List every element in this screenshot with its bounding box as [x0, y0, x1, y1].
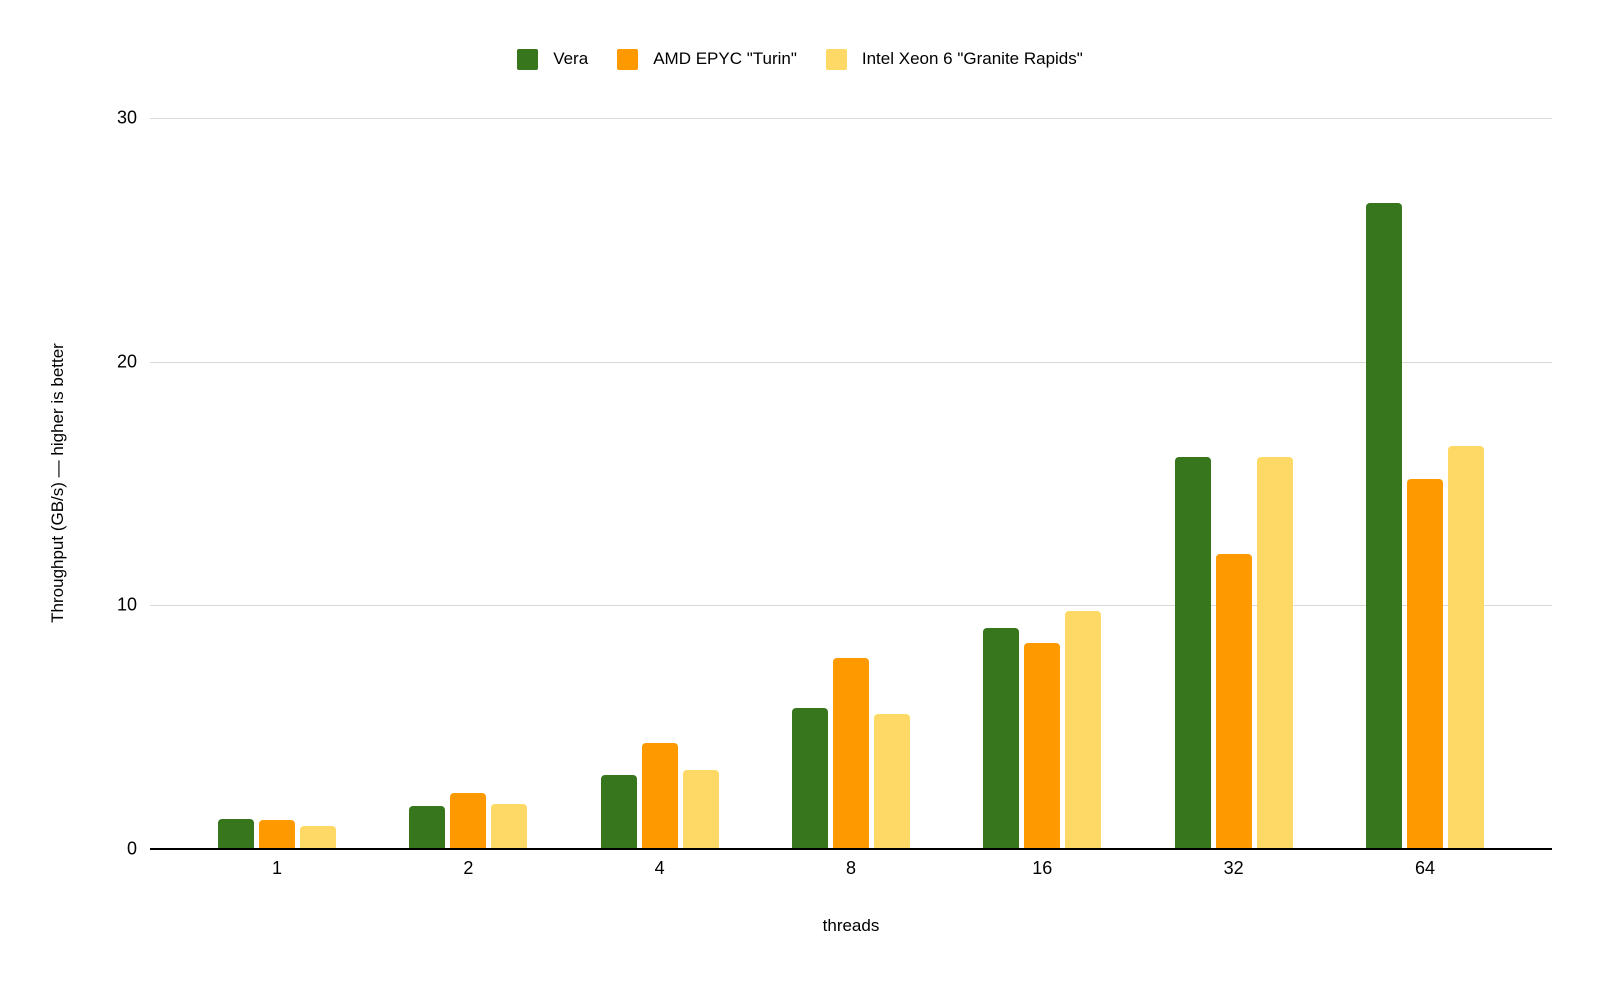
- bar-group: 4: [600, 118, 719, 878]
- legend-item: Vera: [517, 48, 588, 70]
- x-tick-label: 4: [654, 858, 665, 878]
- bar: [1406, 478, 1443, 849]
- x-tick-label: 64: [1414, 858, 1435, 878]
- x-tick-label: 8: [845, 858, 856, 878]
- bar: [1024, 643, 1061, 849]
- bar: [873, 713, 910, 849]
- gridline: [150, 605, 1552, 607]
- bar-groups: 1 2 4 8 16 32 64: [150, 118, 1552, 878]
- bar-group: 16: [983, 118, 1102, 878]
- bar: [409, 806, 446, 849]
- y-axis-title: Throughput (GB/s) — higher is better: [48, 343, 67, 623]
- legend-swatch: [617, 48, 639, 70]
- bar: [682, 769, 719, 849]
- bar-group: 2: [409, 118, 528, 878]
- x-tick-label: 16: [1032, 858, 1053, 878]
- legend-swatch: [825, 48, 847, 70]
- x-axis-title: threads: [822, 916, 880, 935]
- bar: [491, 803, 528, 849]
- legend-item: AMD EPYC "Turin": [617, 48, 797, 70]
- bar: [1174, 456, 1211, 849]
- bar: [1447, 445, 1484, 849]
- bar-group: 32: [1174, 118, 1293, 878]
- legend: Vera AMD EPYC "Turin" Intel Xeon 6 "Granit…: [0, 48, 1600, 70]
- y-tick-label: 10: [116, 594, 137, 615]
- gridline: [150, 361, 1552, 363]
- bar: [832, 657, 869, 849]
- legend-label: Vera: [553, 49, 589, 68]
- legend-swatch: [517, 48, 539, 70]
- bar: [1065, 611, 1102, 849]
- y-tick-label: 20: [116, 351, 137, 372]
- bar: [1365, 203, 1402, 849]
- bar: [983, 628, 1020, 849]
- bar: [300, 825, 336, 849]
- bar: [600, 774, 637, 849]
- bar: [791, 707, 828, 849]
- bar: [641, 743, 678, 849]
- bar-group: 1: [218, 118, 336, 878]
- x-tick-label: 1: [271, 858, 282, 878]
- legend-item: Intel Xeon 6 "Granite Rapids": [825, 48, 1083, 70]
- x-axis-line: [150, 848, 1552, 850]
- legend-label: Intel Xeon 6 "Granite Rapids": [861, 49, 1083, 68]
- bar: [1256, 456, 1293, 849]
- plot-area: 0 10 20 30 1 2 4 8 16 32 64: [117, 108, 1552, 878]
- bar-group: 64: [1365, 118, 1484, 878]
- bar-group: 8: [791, 118, 910, 878]
- y-tick-label: 30: [116, 107, 137, 128]
- bar: [1215, 554, 1252, 849]
- bar: [218, 818, 254, 849]
- x-tick-label: 32: [1223, 858, 1244, 878]
- legend-label: AMD EPYC "Turin": [653, 49, 797, 68]
- bar: [259, 819, 295, 849]
- y-tick-label: 0: [126, 838, 137, 859]
- gridline: [150, 118, 1552, 119]
- x-tick-label: 2: [463, 858, 474, 878]
- bar: [450, 792, 487, 849]
